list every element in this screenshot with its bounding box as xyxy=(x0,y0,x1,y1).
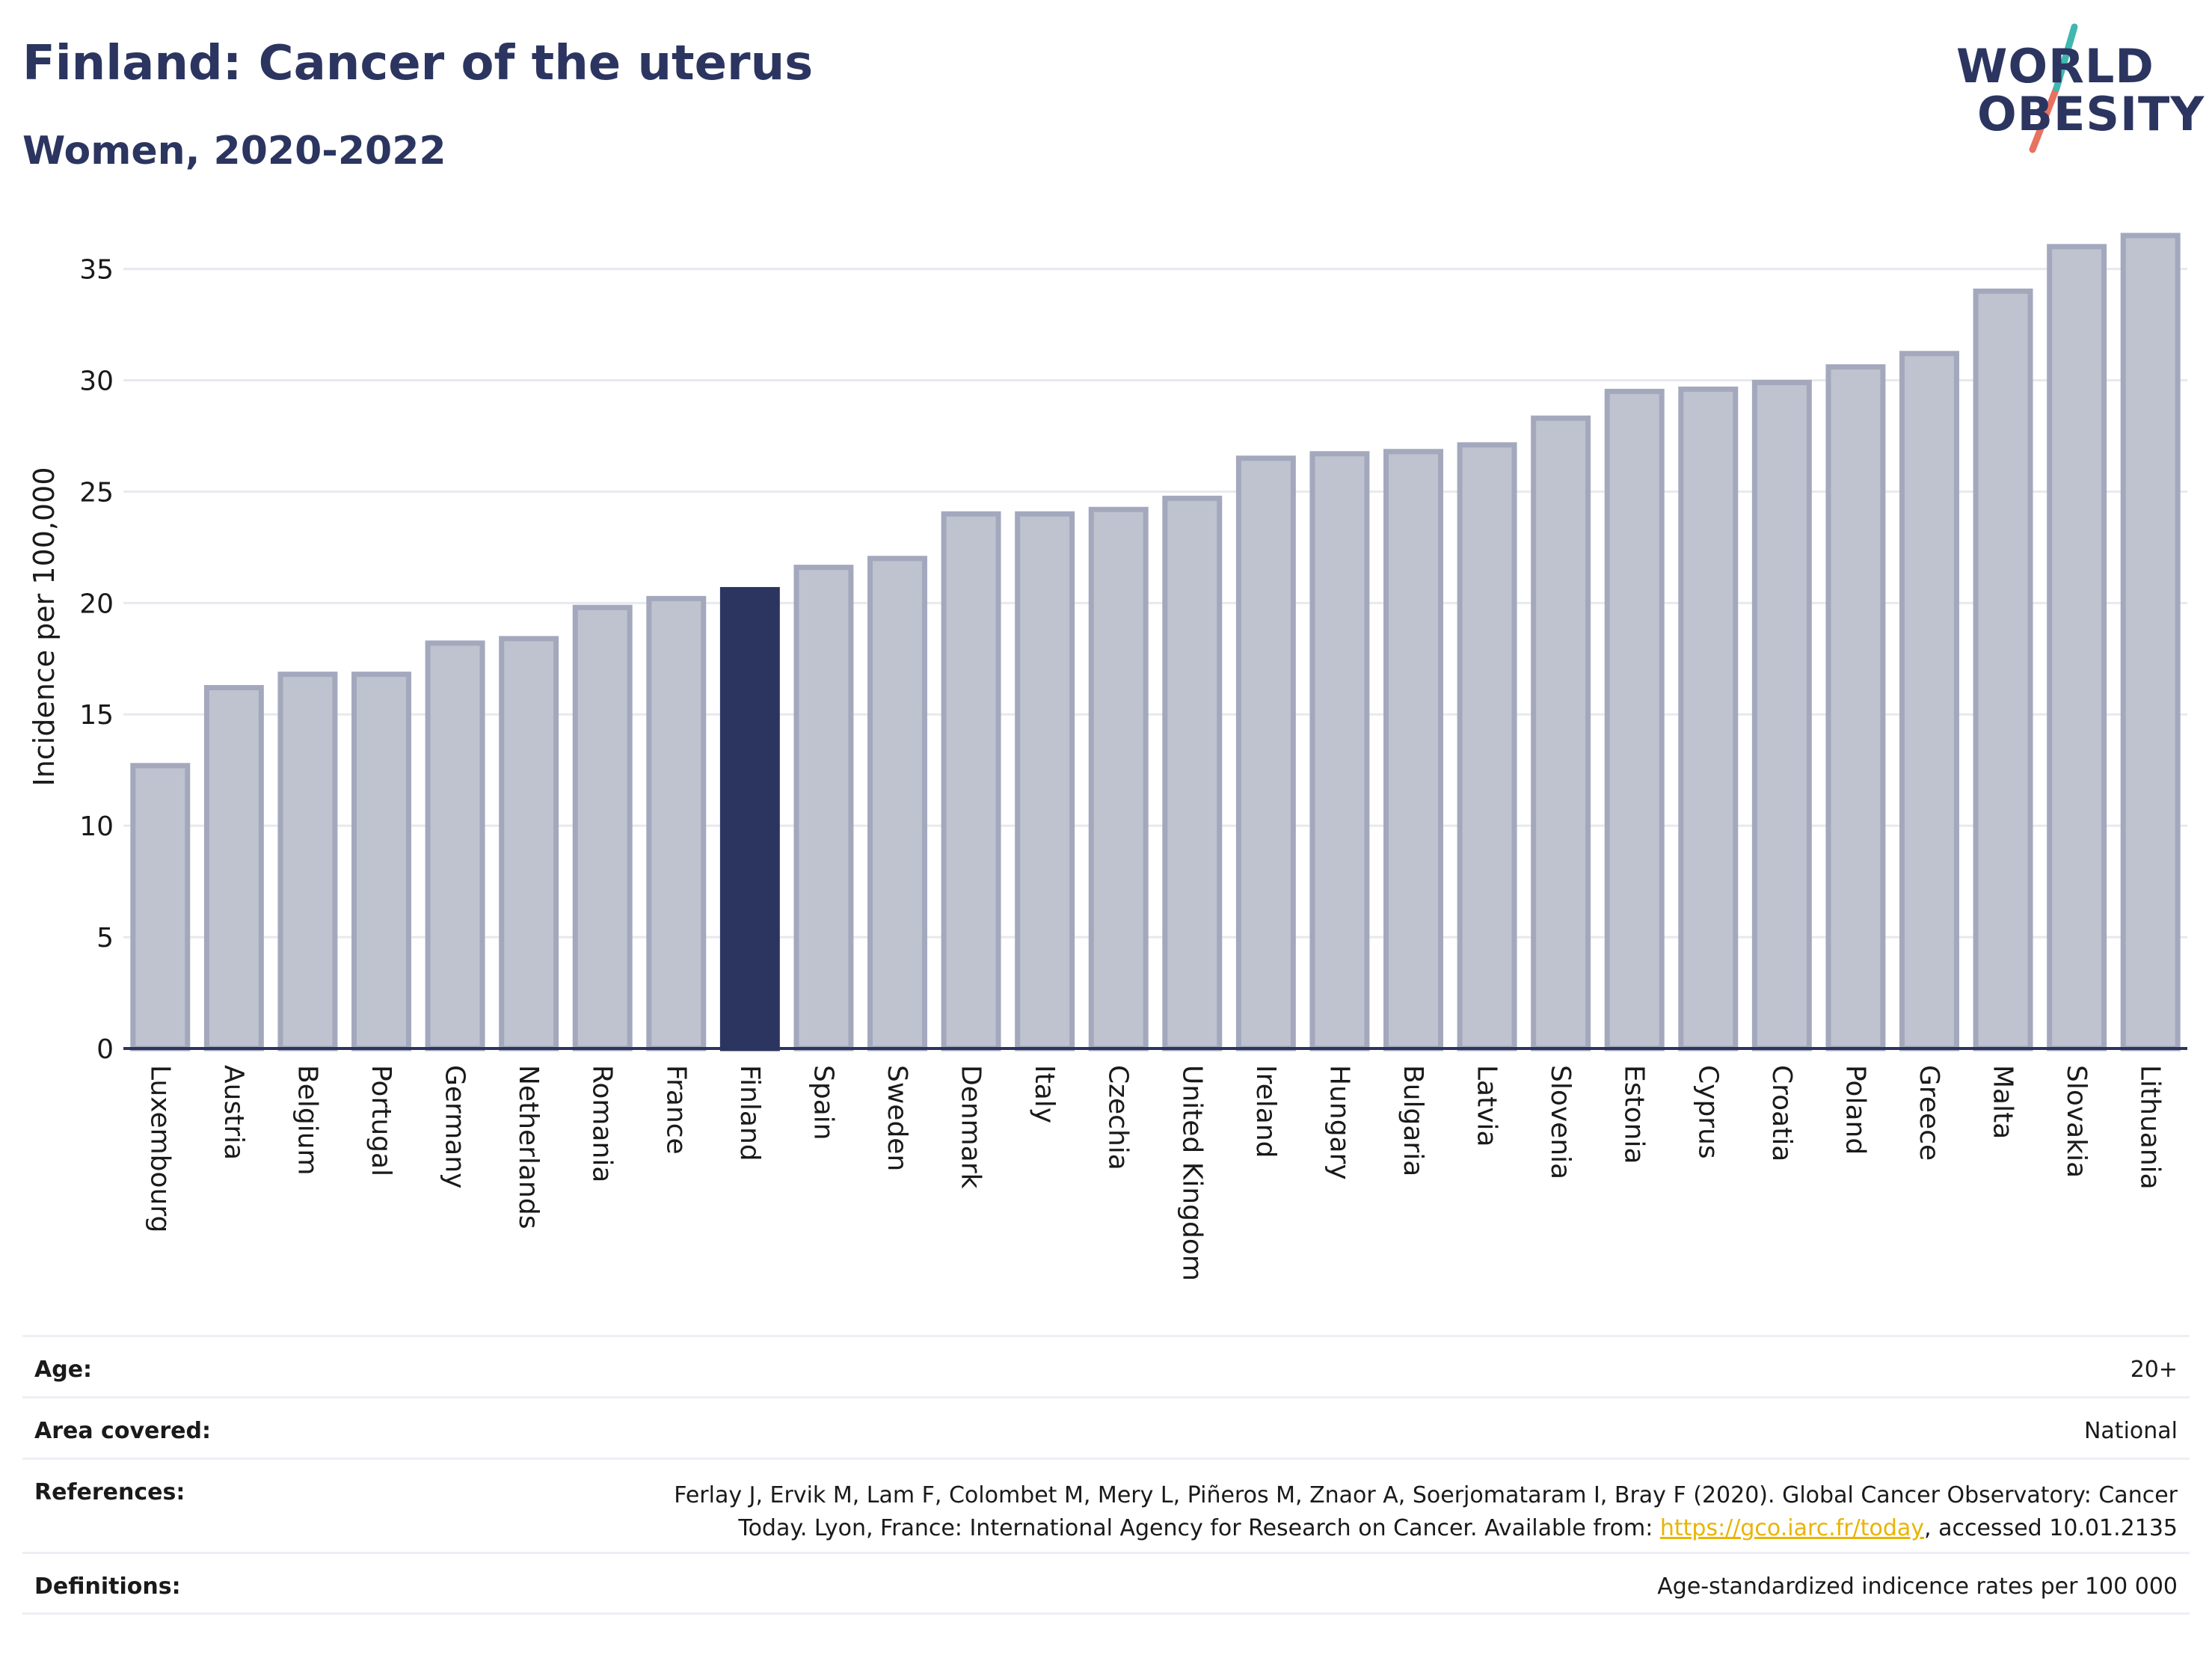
bar-belgium[interactable] xyxy=(277,672,338,1051)
bar-austria[interactable] xyxy=(203,685,264,1051)
x-tick-labels: Luxembourg Austria Belgium Portugal Germany N… xyxy=(144,1065,2165,1281)
bar-romania[interactable] xyxy=(572,604,633,1051)
bar-lithuania[interactable] xyxy=(2120,233,2181,1051)
meta-row-definitions: Definitions: Age-standardized indicence … xyxy=(22,1552,2190,1615)
x-tick-label: Romania xyxy=(587,1065,618,1182)
metadata-table: Age: 20+ Area covered: National Referenc… xyxy=(22,1335,2190,1615)
bar-hungary[interactable] xyxy=(1309,451,1370,1051)
bar-sweden[interactable] xyxy=(867,556,927,1051)
bar-croatia[interactable] xyxy=(1751,379,1812,1051)
meta-row-age: Age: 20+ xyxy=(22,1335,2190,1396)
x-tick-label: France xyxy=(660,1065,691,1155)
chart-title: Finland: Cancer of the uterus xyxy=(22,36,814,91)
x-tick-label: Latvia xyxy=(1472,1065,1502,1147)
y-tick-label: 35 xyxy=(79,255,114,286)
x-tick-label: Poland xyxy=(1840,1065,1870,1155)
logo-slash-icon xyxy=(2029,23,2078,153)
definitions-value: Age-standardized indicence rates per 100… xyxy=(1657,1573,2178,1600)
references-text-3: , accessed 10.01.2135 xyxy=(1924,1515,2178,1541)
bar-cyprus[interactable] xyxy=(1678,386,1739,1051)
bar-slovakia[interactable] xyxy=(2047,244,2107,1051)
world-obesity-logo: WORLD OBESITY xyxy=(1944,22,2204,157)
age-label: Age: xyxy=(34,1357,93,1383)
y-tick-labels: 0 5 10 15 20 25 30 35 xyxy=(79,255,114,1065)
references-text-1: Ferlay J, Ervik M, Lam F, Colombet M, Me… xyxy=(674,1482,2178,1508)
x-tick-label: Belgium xyxy=(292,1065,322,1176)
area-label: Area covered: xyxy=(34,1418,211,1444)
x-tick-label: Sweden xyxy=(882,1065,912,1171)
bar-portugal[interactable] xyxy=(351,672,411,1051)
y-tick-label: 30 xyxy=(79,366,114,396)
bar-poland[interactable] xyxy=(1825,364,1886,1051)
x-tick-label: Germany xyxy=(440,1065,470,1188)
x-tick-label: Slovakia xyxy=(2061,1065,2092,1178)
x-tick-label: Italy xyxy=(1029,1065,1060,1123)
bar-slovenia[interactable] xyxy=(1531,415,1591,1051)
bar-czechia[interactable] xyxy=(1088,506,1149,1051)
definitions-label: Definitions: xyxy=(34,1573,181,1600)
bar-germany[interactable] xyxy=(425,640,485,1051)
bar-malta[interactable] xyxy=(1973,288,2033,1051)
y-tick-label: 15 xyxy=(79,700,114,731)
x-tick-label: Portugal xyxy=(366,1065,396,1176)
bar-italy[interactable] xyxy=(1015,511,1075,1051)
x-tick-label: Czechia xyxy=(1103,1065,1134,1170)
x-tick-label: Estonia xyxy=(1619,1065,1650,1164)
y-tick-label: 25 xyxy=(79,477,114,508)
bar-netherlands[interactable] xyxy=(499,636,559,1051)
bar-latvia[interactable] xyxy=(1457,442,1517,1051)
references-value: Ferlay J, Ervik M, Lam F, Colombet M, Me… xyxy=(674,1479,2178,1545)
bar-finland[interactable] xyxy=(719,586,780,1051)
bar-france[interactable] xyxy=(646,595,707,1051)
x-tick-label: Denmark xyxy=(956,1065,986,1189)
x-tick-label: Austria xyxy=(218,1065,249,1160)
x-tick-label: Cyprus xyxy=(1692,1065,1723,1159)
x-tick-label: Spain xyxy=(808,1065,838,1140)
x-tick-label: Netherlands xyxy=(513,1065,544,1229)
x-tick-label: Slovenia xyxy=(1545,1065,1576,1179)
y-tick-label: 5 xyxy=(96,923,114,954)
bar-spain[interactable] xyxy=(793,565,854,1051)
y-axis-label: Incidence per 100,000 xyxy=(28,467,61,786)
x-tick-label: Finland xyxy=(734,1065,765,1161)
x-tick-label: Hungary xyxy=(1324,1065,1354,1180)
x-tick-label: Lithuania xyxy=(2135,1065,2166,1190)
bar-greece[interactable] xyxy=(1899,351,1959,1051)
area-value: National xyxy=(2083,1418,2178,1444)
bar-united-kingdom[interactable] xyxy=(1162,495,1223,1051)
meta-row-area: Area covered: National xyxy=(22,1396,2190,1458)
bar-chart: 0 5 10 15 20 25 30 35 Luxembourg Austria Belgium P… xyxy=(28,233,2187,1281)
logo-text-obesity: OBESITY xyxy=(1977,87,2205,141)
bar-denmark[interactable] xyxy=(941,511,1001,1051)
y-tick-label: 20 xyxy=(79,589,114,619)
x-tick-label: Croatia xyxy=(1766,1065,1797,1161)
references-text-2: Today. Lyon, France: International Agenc… xyxy=(738,1515,1660,1541)
x-tick-label: Bulgaria xyxy=(1398,1065,1428,1176)
bar-bulgaria[interactable] xyxy=(1383,449,1443,1051)
bars xyxy=(130,233,2181,1051)
x-tick-label: United Kingdom xyxy=(1176,1065,1207,1281)
x-tick-label: Luxembourg xyxy=(144,1065,175,1232)
chart-subtitle: Women, 2020-2022 xyxy=(22,129,446,174)
bar-ireland[interactable] xyxy=(1235,455,1296,1051)
y-tick-label: 10 xyxy=(79,811,114,842)
x-tick-label: Malta xyxy=(1988,1065,2018,1139)
y-tick-label: 0 xyxy=(96,1034,114,1065)
x-tick-label: Ireland xyxy=(1250,1065,1281,1158)
meta-row-references: References: Ferlay J, Ervik M, Lam F, Co… xyxy=(22,1458,2190,1552)
logo-text-world: WORLD xyxy=(1956,39,2154,93)
bar-luxembourg[interactable] xyxy=(130,763,191,1051)
x-tick-label: Greece xyxy=(1914,1065,1944,1161)
age-value: 20+ xyxy=(2130,1357,2178,1383)
bar-estonia[interactable] xyxy=(1604,388,1665,1051)
references-label: References: xyxy=(34,1479,185,1505)
references-link[interactable]: https://gco.iarc.fr/today xyxy=(1659,1515,1925,1541)
